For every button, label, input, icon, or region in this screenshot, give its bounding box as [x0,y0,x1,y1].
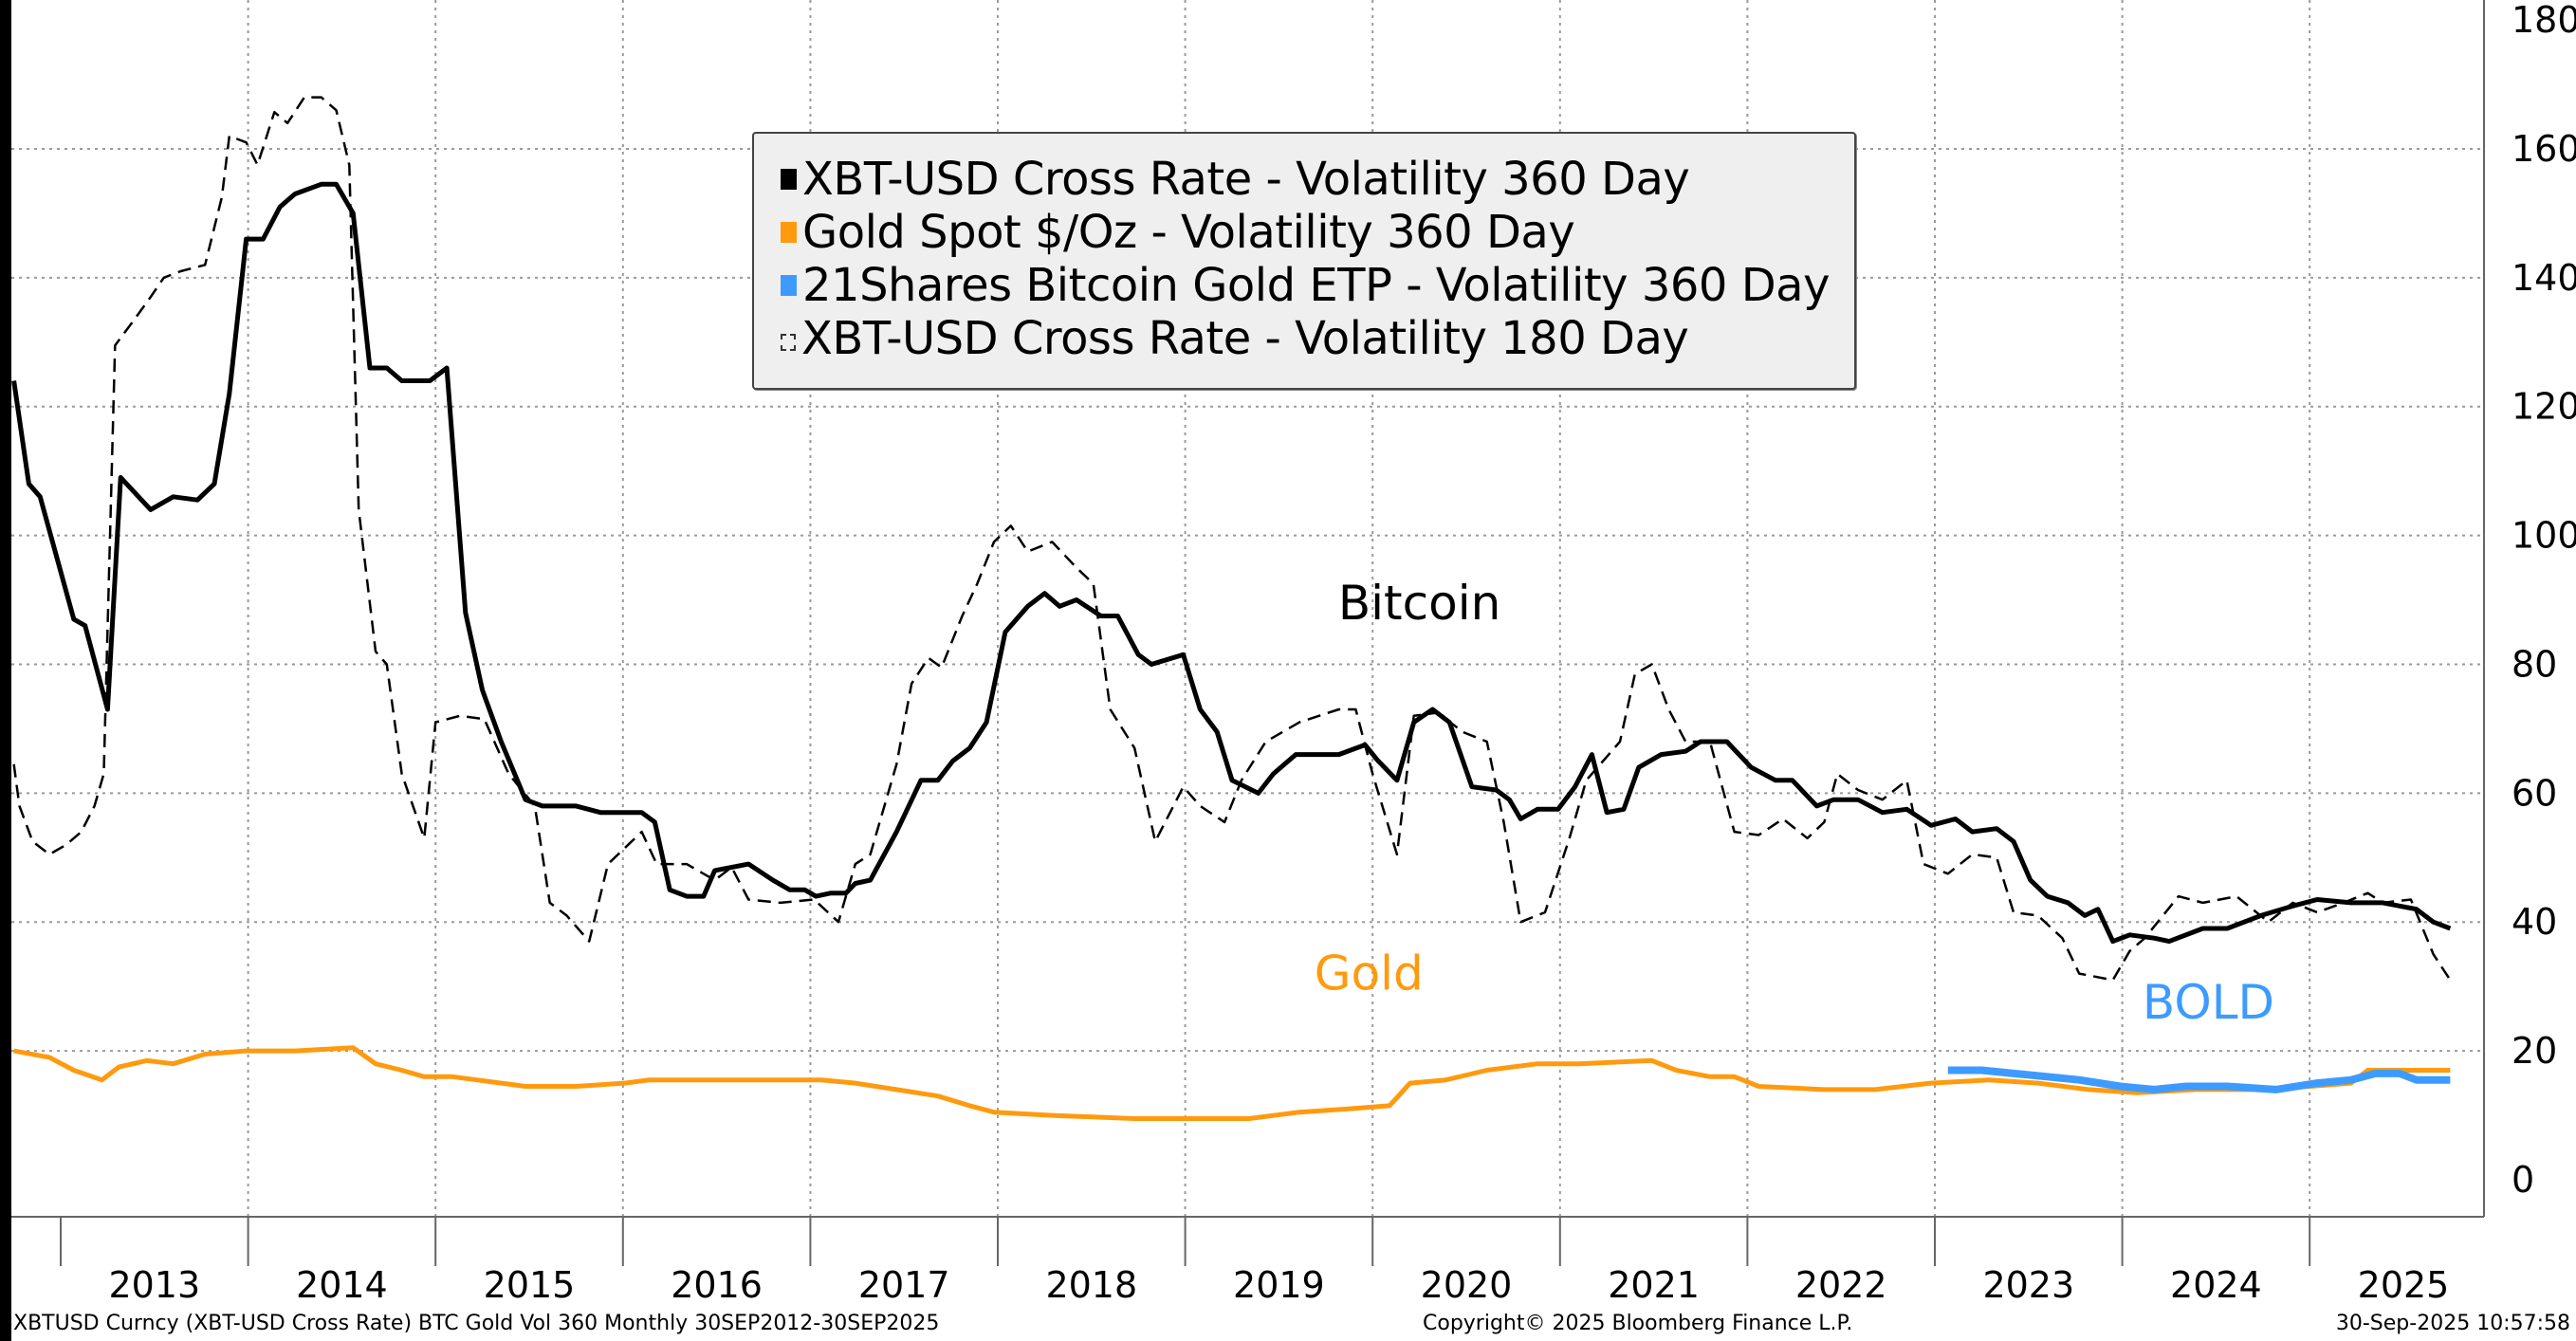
x-tick-label: 2013 [108,1264,200,1306]
x-tick-label: 2024 [2170,1264,2262,1306]
axes: 0 20 40 60 80 100 120 140 160 180 2013 2014 2015 2016… [11,0,2576,1306]
series-gold-360 [13,1045,2451,1121]
legend-label: XBT-USD Cross Rate - Volatility 360 Day [802,153,1690,206]
left-border [0,0,11,1341]
series-lines [11,96,2452,1121]
y-tick-label: 160 [2512,128,2576,170]
legend: XBT-USD Cross Rate - Volatility 360 Day … [752,132,1856,390]
y-tick-label: 80 [2512,643,2557,685]
legend-label: 21Shares Bitcoin Gold ETP - Volatility 3… [802,259,1830,312]
x-tick-label: 2014 [296,1264,388,1306]
gridlines [11,0,2484,1217]
y-tick-label: 40 [2512,901,2557,943]
y-tick-label: 100 [2512,515,2576,557]
legend-label: XBT-USD Cross Rate - Volatility 180 Day [801,312,1689,365]
y-tick-label: 60 [2512,772,2557,814]
legend-item-xbt-180: XBT-USD Cross Rate - Volatility 180 Day [754,312,1854,365]
annotation-bold: BOLD [2143,975,2274,1030]
footer-source: XBTUSD Curncy (XBT-USD Cross Rate) BTC G… [13,1312,940,1335]
x-tick-label: 2025 [2358,1264,2450,1306]
x-tick-label: 2015 [484,1264,576,1306]
annotation-bitcoin: Bitcoin [1338,576,1500,631]
y-tick-label: 180 [2512,0,2576,41]
legend-swatch-dashed [781,334,796,351]
x-tick-label: 2023 [1982,1264,2074,1306]
legend-swatch-orange [781,222,797,243]
annotation-gold: Gold [1315,946,1424,1001]
x-tick-label: 2017 [858,1264,950,1306]
y-tick-label: 120 [2512,386,2576,428]
y-tick-label: 0 [2512,1159,2534,1201]
x-tick-label: 2018 [1045,1264,1137,1306]
y-tick-label: 140 [2512,257,2576,299]
x-tick-label: 2022 [1795,1264,1887,1306]
x-tick-label: 2020 [1421,1264,1513,1306]
footer-timestamp: 30-Sep-2025 10:57:58 [2335,1312,2570,1335]
x-tick-label: 2019 [1233,1264,1325,1306]
legend-swatch-blue [781,275,797,296]
y-tick-label: 20 [2512,1030,2557,1072]
x-tick-label: 2021 [1608,1264,1700,1306]
series-bold-360 [1947,1066,2451,1093]
legend-item-xbt-360: XBT-USD Cross Rate - Volatility 360 Day [754,153,1854,206]
x-tick-label: 2016 [671,1264,763,1306]
legend-swatch-black [781,169,797,190]
legend-item-bold-360: 21Shares Bitcoin Gold ETP - Volatility 3… [754,259,1854,312]
footer-copyright: Copyright© 2025 Bloomberg Finance L.P. [1423,1312,1853,1335]
legend-label: Gold Spot $/Oz - Volatility 360 Day [802,206,1575,259]
series-xbt-360 [11,181,2452,945]
legend-item-gold-360: Gold Spot $/Oz - Volatility 360 Day [754,206,1854,259]
annotations: Bitcoin Gold BOLD [1315,576,2274,1030]
